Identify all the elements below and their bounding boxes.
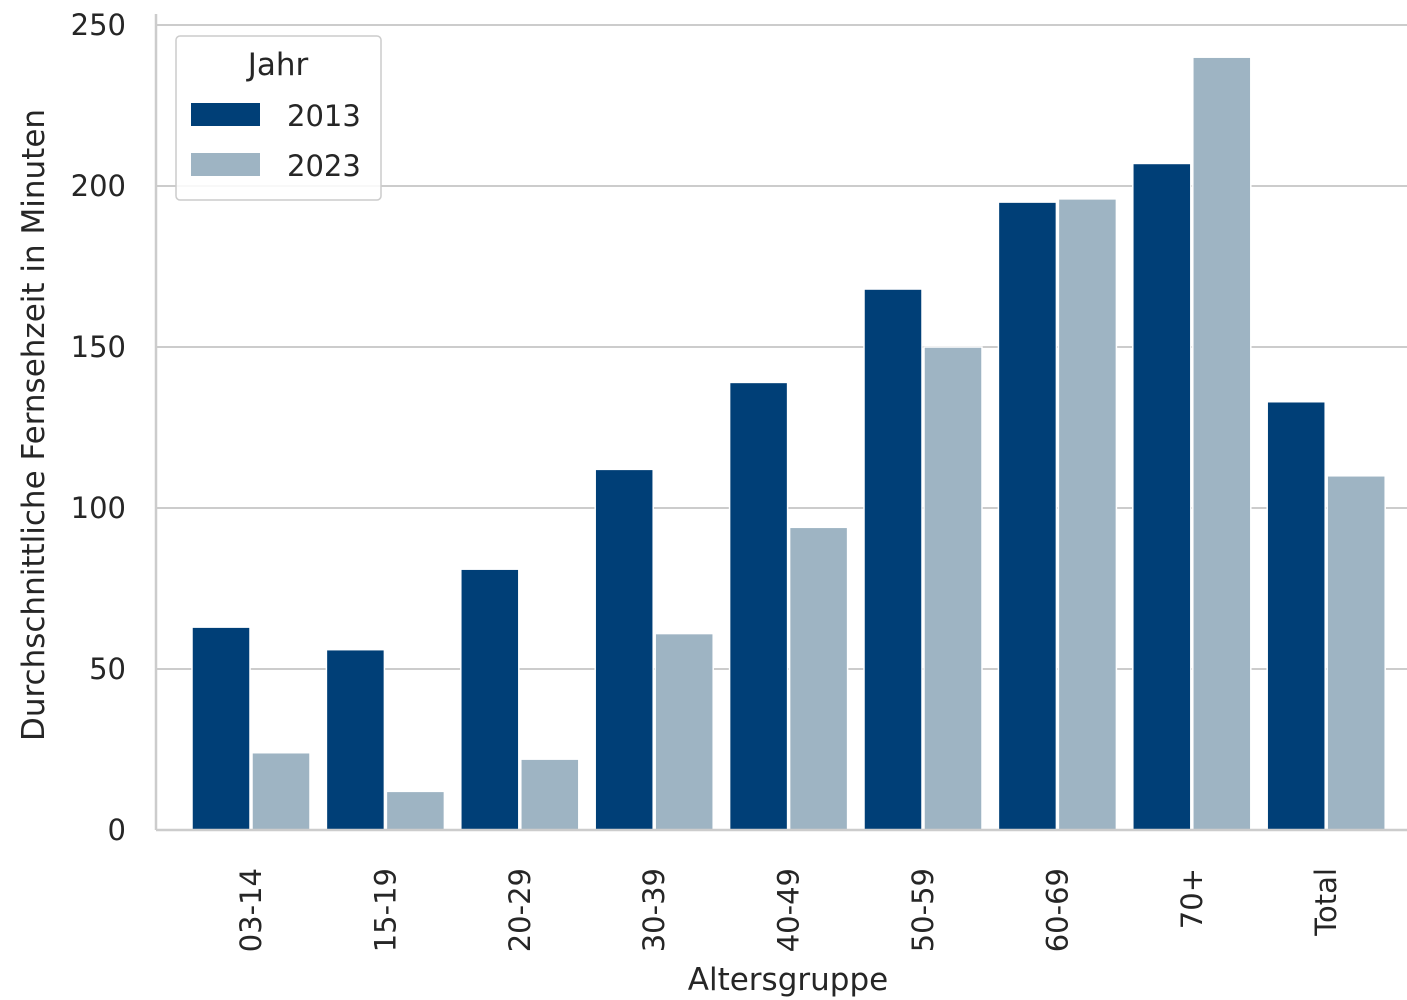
bar-2013-50-59 xyxy=(863,288,923,831)
x-tick-label-50-59: 50-59 xyxy=(906,868,940,952)
y-tick-label: 0 xyxy=(108,813,126,847)
x-tick-label-40-49: 40-49 xyxy=(772,868,806,952)
y-tick-label: 100 xyxy=(71,491,126,525)
bar-2023-30-39 xyxy=(654,632,714,831)
y-axis-label: Durchschnittliche Fernsehzeit in Minuten xyxy=(16,109,52,741)
x-tick-label-Total: Total xyxy=(1309,868,1343,937)
bar-2023-20-29 xyxy=(520,758,580,831)
y-tick-label: 150 xyxy=(71,330,126,364)
y-tick-label: 50 xyxy=(89,652,126,686)
legend-swatch-2023 xyxy=(191,153,260,176)
bar-2013-20-29 xyxy=(460,568,520,831)
y-tick-labels: 0 50 100 150 200 250 xyxy=(71,8,126,847)
bar-2013-Total xyxy=(1266,400,1326,831)
x-tick-labels: 03-14 15-19 20-29 30-39 40-49 50-59 60-69 70+ To… xyxy=(234,868,1343,952)
y-tick-label: 200 xyxy=(71,169,126,203)
y-tick-label: 250 xyxy=(71,8,126,42)
x-axis-label: Altersgruppe xyxy=(688,962,888,998)
bar-2023-60-69 xyxy=(1057,198,1118,831)
bar-2013-60-69 xyxy=(997,201,1058,831)
bar-2023-15-19 xyxy=(385,790,446,831)
x-tick-label-60-69: 60-69 xyxy=(1040,868,1074,952)
bar-2013-30-39 xyxy=(594,468,654,831)
bar-2023-Total xyxy=(1326,475,1386,831)
legend-title: Jahr xyxy=(246,47,309,83)
bar-2013-40-49 xyxy=(728,381,789,831)
bar-2013-03-14 xyxy=(191,626,251,831)
legend: Jahr 2013 2023 xyxy=(175,35,382,201)
x-tick-label-30-39: 30-39 xyxy=(637,868,671,952)
x-tick-label-20-29: 20-29 xyxy=(503,868,537,952)
x-tick-label-03-14: 03-14 xyxy=(234,868,268,952)
bar-2013-70+ xyxy=(1132,162,1192,831)
legend-swatch-2013 xyxy=(191,103,260,126)
bar-2023-40-49 xyxy=(788,526,849,831)
bar-2013-15-19 xyxy=(325,648,386,831)
axes xyxy=(154,14,1407,832)
x-tick-label-15-19: 15-19 xyxy=(368,868,402,952)
bars xyxy=(191,56,1386,831)
bar-2023-50-59 xyxy=(923,346,983,831)
legend-label-2013: 2013 xyxy=(287,99,361,133)
bar-2023-03-14 xyxy=(251,751,311,831)
x-tick-label-70+: 70+ xyxy=(1175,868,1209,929)
legend-label-2023: 2023 xyxy=(287,149,361,183)
bar-2023-70+ xyxy=(1192,56,1252,831)
